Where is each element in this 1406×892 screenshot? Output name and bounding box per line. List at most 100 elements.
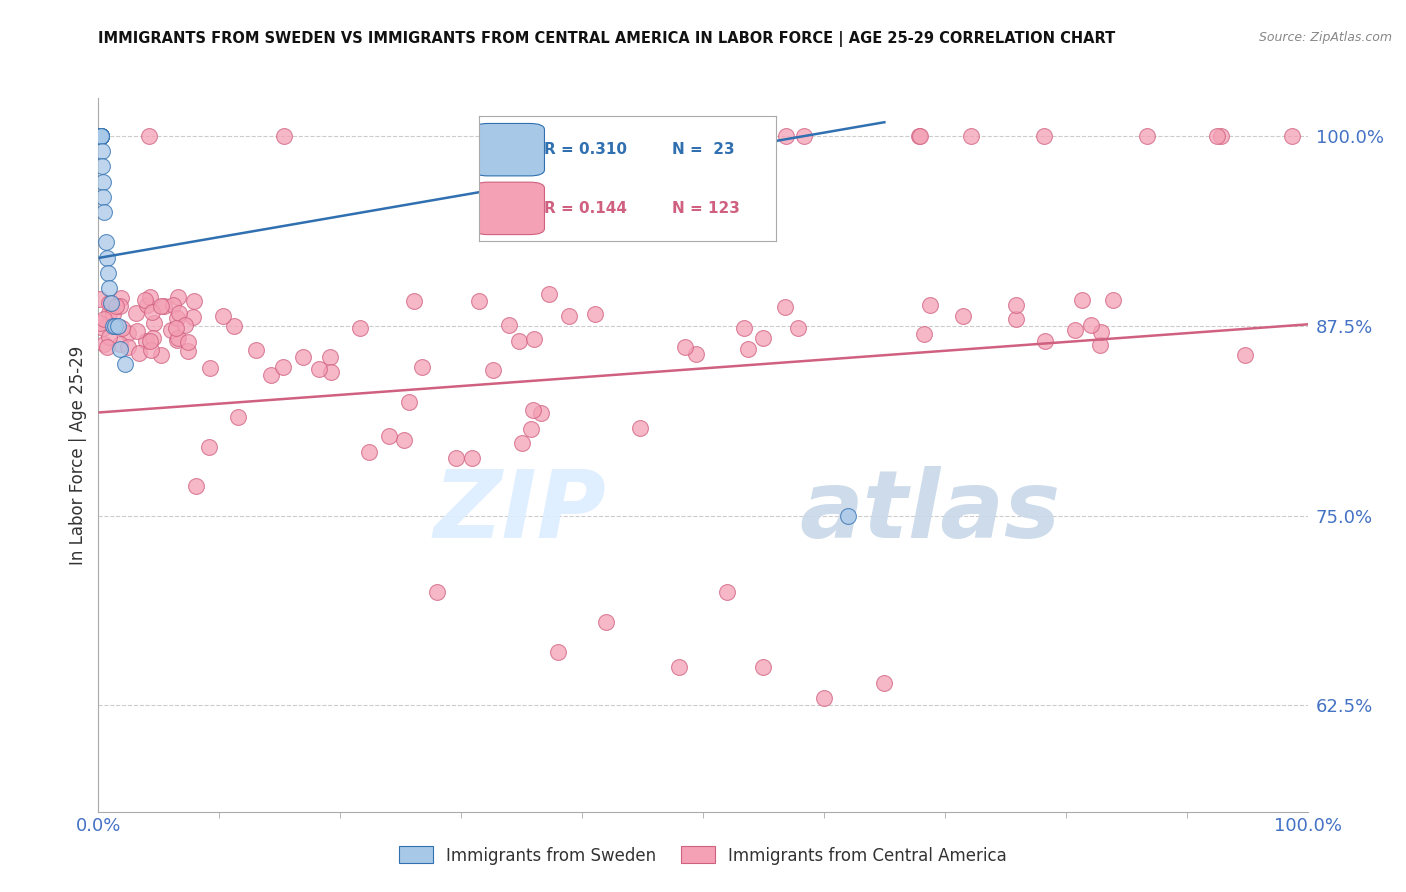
Point xyxy=(93,312,115,326)
Point xyxy=(520,422,543,436)
Point xyxy=(111,320,134,334)
Point xyxy=(920,298,942,312)
Point xyxy=(908,129,931,144)
Point xyxy=(357,445,380,459)
Point xyxy=(523,332,546,346)
Point xyxy=(91,145,114,159)
Point xyxy=(141,305,163,319)
Point xyxy=(273,129,295,144)
Point xyxy=(737,343,759,357)
Point xyxy=(733,321,755,335)
Point xyxy=(1136,129,1159,144)
Point xyxy=(162,298,184,312)
Point xyxy=(139,334,162,349)
Point xyxy=(90,129,112,144)
Point xyxy=(482,362,505,376)
Point xyxy=(461,451,484,466)
Point xyxy=(89,316,111,330)
Point xyxy=(583,307,606,321)
Point xyxy=(645,129,668,144)
Point xyxy=(319,351,342,365)
Point xyxy=(226,410,249,425)
Point xyxy=(522,402,544,417)
Point xyxy=(107,318,129,333)
Point xyxy=(128,346,150,360)
Point xyxy=(97,266,120,280)
Point xyxy=(91,190,114,204)
Point xyxy=(751,331,773,345)
Point xyxy=(110,291,132,305)
Point xyxy=(90,129,112,144)
Point xyxy=(685,347,707,361)
Point xyxy=(166,333,188,347)
Point xyxy=(91,160,114,174)
Point xyxy=(775,129,797,144)
Point xyxy=(96,251,118,265)
Point xyxy=(716,584,738,599)
Point xyxy=(1063,323,1085,337)
Point xyxy=(837,508,859,523)
Point xyxy=(153,299,176,313)
Point xyxy=(177,334,200,349)
Point xyxy=(668,660,690,674)
Point xyxy=(292,350,315,364)
Point xyxy=(308,362,330,376)
Point xyxy=(398,394,420,409)
Point xyxy=(558,309,581,323)
Point xyxy=(508,334,530,348)
Point xyxy=(1005,298,1028,312)
Point xyxy=(873,675,896,690)
Point xyxy=(167,305,190,319)
Point xyxy=(198,440,221,454)
Point xyxy=(135,297,157,311)
Point xyxy=(952,309,974,323)
Point xyxy=(813,690,835,705)
Point xyxy=(1070,293,1092,308)
Point xyxy=(142,331,165,345)
Point xyxy=(90,129,112,144)
Point xyxy=(752,660,775,674)
Point xyxy=(1080,318,1102,333)
Point xyxy=(271,359,294,374)
Point xyxy=(167,290,190,304)
Point xyxy=(377,429,399,443)
Point xyxy=(484,129,506,144)
Point xyxy=(96,340,118,354)
Point xyxy=(1090,325,1112,339)
Point xyxy=(183,293,205,308)
Point xyxy=(1005,312,1028,326)
Point xyxy=(174,318,197,332)
Point xyxy=(97,306,120,320)
Point xyxy=(104,299,127,313)
Point xyxy=(166,310,188,325)
Point xyxy=(90,129,112,144)
Point xyxy=(138,129,160,144)
Point xyxy=(150,348,173,362)
Point xyxy=(97,296,120,310)
Point xyxy=(90,129,112,144)
Point xyxy=(114,357,136,371)
Point xyxy=(595,615,617,629)
Point xyxy=(97,330,120,344)
Legend: Immigrants from Sweden, Immigrants from Central America: Immigrants from Sweden, Immigrants from … xyxy=(392,839,1014,871)
Point xyxy=(628,421,651,435)
Point xyxy=(793,129,815,144)
Point xyxy=(149,299,172,313)
Point xyxy=(446,450,468,465)
Point xyxy=(100,296,122,310)
Point xyxy=(786,321,808,335)
Point xyxy=(1032,129,1054,144)
Text: IMMIGRANTS FROM SWEDEN VS IMMIGRANTS FROM CENTRAL AMERICA IN LABOR FORCE | AGE 2: IMMIGRANTS FROM SWEDEN VS IMMIGRANTS FRO… xyxy=(98,31,1116,47)
Text: Source: ZipAtlas.com: Source: ZipAtlas.com xyxy=(1258,31,1392,45)
Point xyxy=(467,294,489,309)
Point xyxy=(108,342,131,356)
Point xyxy=(1233,348,1256,362)
Point xyxy=(141,343,163,357)
Point xyxy=(117,339,139,353)
Point xyxy=(98,281,121,295)
Point xyxy=(93,205,115,219)
Point xyxy=(773,300,796,314)
Point xyxy=(222,319,245,334)
Point xyxy=(103,307,125,321)
Point xyxy=(402,293,425,308)
